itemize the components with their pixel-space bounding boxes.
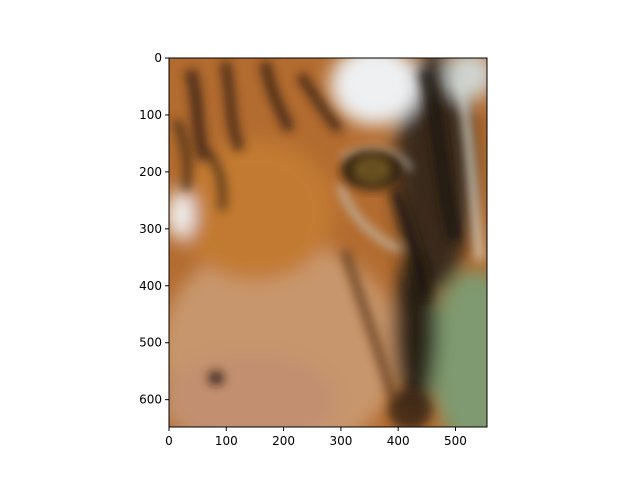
y-tick-label: 500	[139, 336, 162, 350]
y-tick-label: 200	[139, 165, 162, 179]
y-tick-label: 600	[139, 393, 162, 407]
x-tick-label: 100	[215, 434, 238, 448]
y-tick-label: 100	[139, 108, 162, 122]
tiger-image	[169, 58, 487, 427]
axes-frame	[168, 57, 488, 428]
y-axis: 0 100 200 300 400 500 600	[139, 51, 169, 407]
x-tick-label: 400	[387, 434, 410, 448]
x-tick-label: 200	[272, 434, 295, 448]
x-axis: 0 100 200 300 400 500	[165, 427, 467, 448]
y-tick-label: 0	[154, 51, 162, 65]
x-tick-label: 500	[444, 434, 467, 448]
y-tick-label: 300	[139, 222, 162, 236]
x-tick-label: 0	[165, 434, 173, 448]
x-tick-label: 300	[329, 434, 352, 448]
y-tick-label: 400	[139, 279, 162, 293]
